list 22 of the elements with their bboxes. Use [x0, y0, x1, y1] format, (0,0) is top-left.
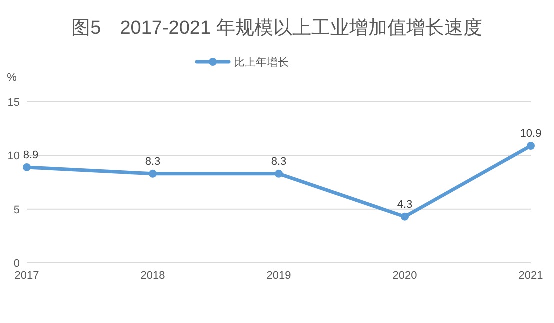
- x-tick-label: 2017: [14, 270, 40, 282]
- y-tick-label: 15: [8, 97, 20, 109]
- data-label: 4.3: [397, 198, 413, 211]
- data-label: 8.3: [145, 156, 161, 168]
- point: [149, 170, 157, 178]
- chart-title: 图5 2017-2021 年规模以上工业增加值增长速度: [72, 17, 482, 39]
- y-axis-title: %: [7, 72, 18, 84]
- x-tick-label: 2021: [518, 270, 544, 282]
- data-label: 8.9: [23, 149, 39, 162]
- legend-label: 比上年增长: [234, 56, 289, 69]
- x-tick-label: 2018: [140, 270, 166, 282]
- data-label: 10.9: [520, 128, 542, 140]
- point: [401, 212, 409, 221]
- y-tick-label: 0: [14, 258, 20, 270]
- point: [527, 142, 535, 150]
- x-tick-label: 2019: [266, 270, 292, 282]
- point: [275, 170, 283, 178]
- y-tick-label: 5: [14, 204, 20, 216]
- point: [23, 163, 31, 172]
- x-tick-label: 2020: [392, 270, 418, 282]
- y-tick-label: 10: [8, 150, 20, 163]
- data-label: 8.3: [271, 156, 287, 168]
